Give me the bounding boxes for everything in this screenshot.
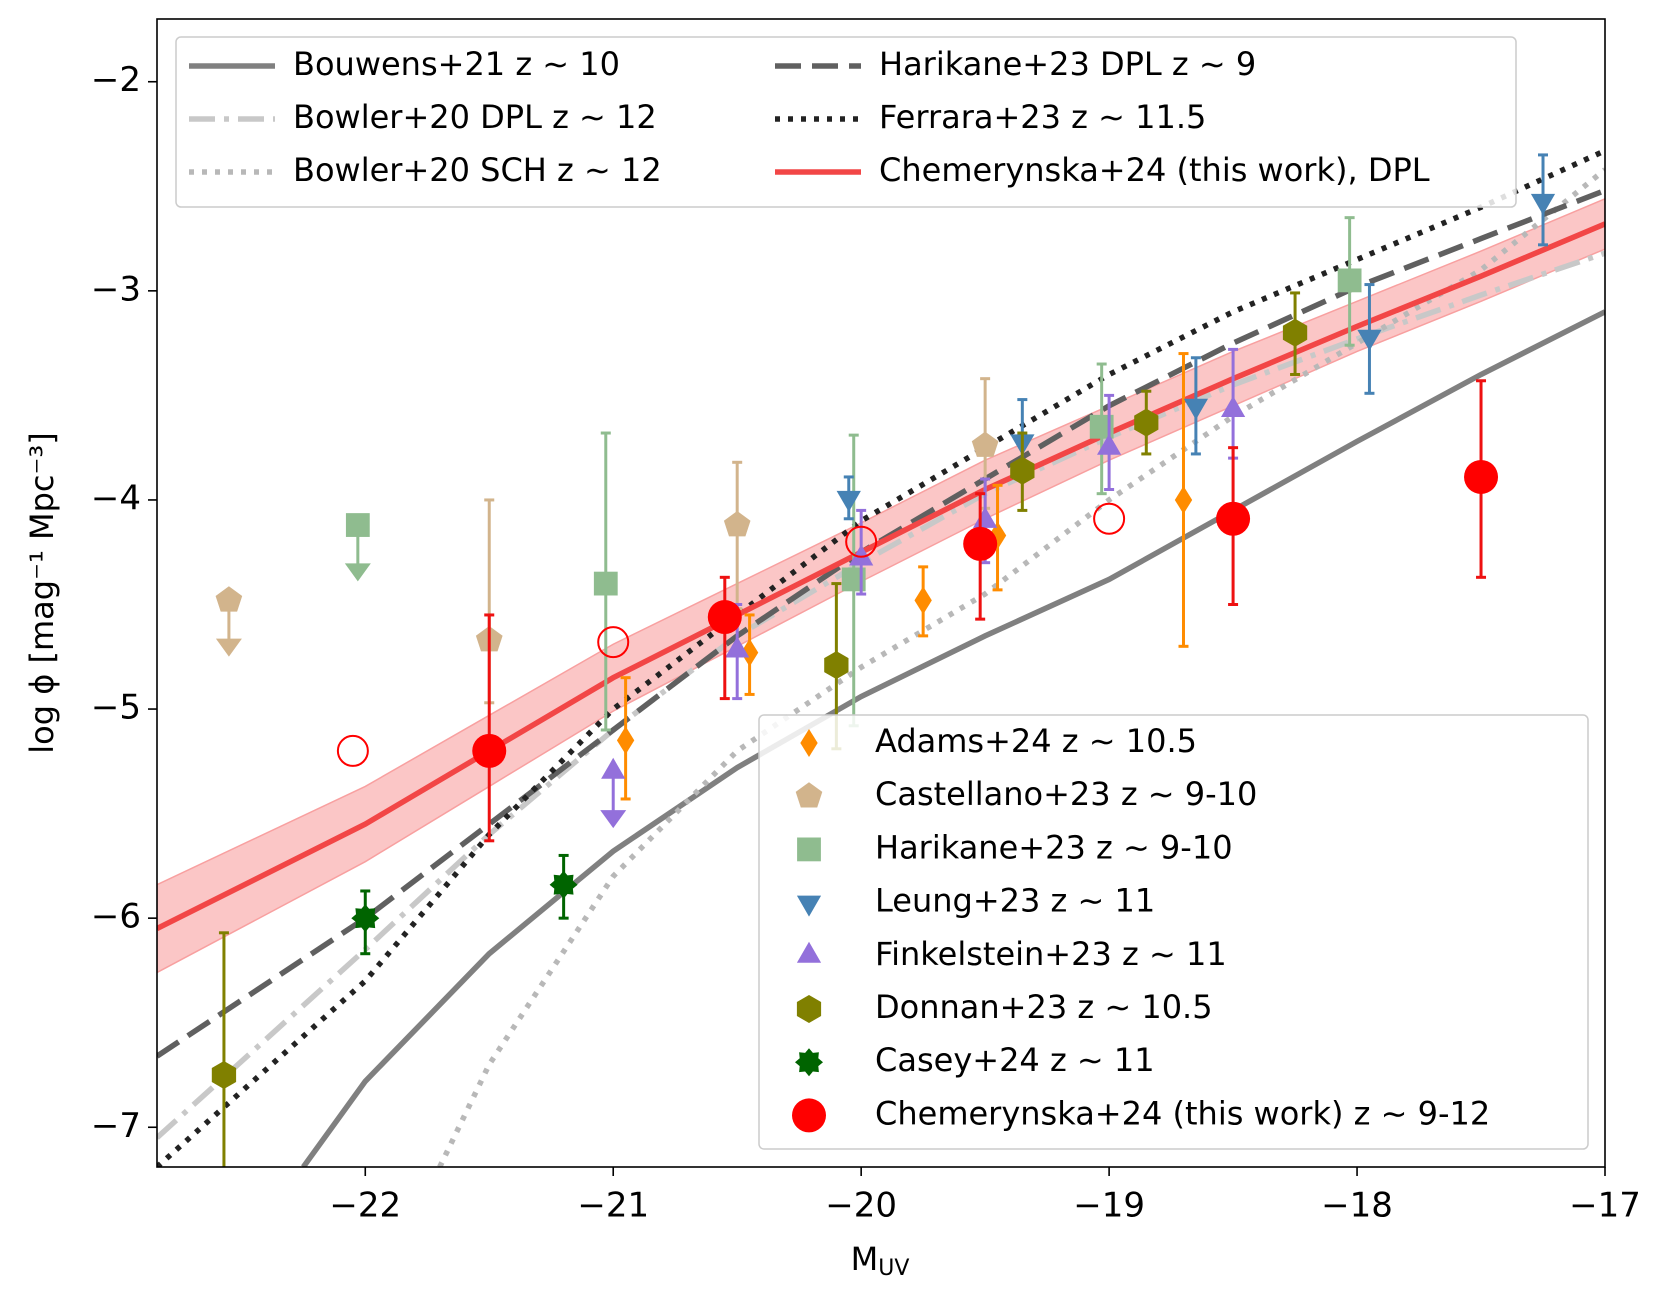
diamond-marker (988, 521, 1007, 550)
x-axis-label: MUV (851, 1240, 910, 1281)
model-legend-box (175, 36, 1517, 208)
flower-marker (351, 904, 380, 933)
square-marker (1337, 268, 1362, 293)
triangle-up-marker (849, 544, 874, 566)
square-marker (593, 571, 618, 596)
pentagon-marker (215, 586, 243, 612)
legend-label: Chemerynska+24 (this work) z ∼ 9-12 (875, 1094, 1490, 1132)
triangle-up-marker (601, 757, 626, 779)
circle-marker (792, 1098, 826, 1133)
circle-marker (1464, 459, 1499, 494)
y-tick-label: −6 (91, 897, 141, 937)
y-tick-label: −2 (91, 60, 141, 100)
hexagon-marker (1010, 456, 1035, 485)
upper-limit-arrowhead (215, 638, 242, 657)
legend-label: Finkelstein+23 z ∼ 11 (875, 935, 1227, 973)
triangle-down-marker (796, 895, 822, 917)
x-tick-label: −18 (1321, 1186, 1393, 1226)
x-label-main: M (851, 1240, 879, 1278)
legend-label: Bouwens+21 z ∼ 10 (293, 45, 620, 83)
pentagon-marker (971, 431, 999, 457)
hexagon-marker (1134, 408, 1159, 437)
hexagon-marker (796, 995, 822, 1023)
hexagon-marker (211, 1061, 237, 1089)
legend-label: Adams+24 z ∼ 10.5 (875, 722, 1197, 760)
pentagon-marker (723, 511, 751, 537)
legend-label: Bowler+20 SCH z ∼ 12 (293, 151, 662, 189)
hexagon-marker (1282, 318, 1308, 347)
legend-label: Castellano+23 z ∼ 9-10 (875, 775, 1257, 813)
model-line (301, 309, 1605, 1167)
circle-marker (472, 733, 507, 768)
upper-limit-arrowhead (600, 810, 627, 829)
diamond-marker (800, 729, 818, 757)
circle-marker (963, 526, 998, 561)
triangle-down-marker (1183, 398, 1208, 420)
diamond-marker (740, 638, 759, 667)
model-line (157, 148, 1605, 1167)
square-marker (797, 837, 821, 862)
legend-label: Bowler+20 DPL z ∼ 12 (293, 98, 657, 136)
upper-limit-arrowhead (344, 563, 371, 582)
legend-label: Donnan+23 z ∼ 10.5 (875, 988, 1213, 1026)
x-tick-label: −20 (825, 1186, 897, 1226)
open-circle-marker (845, 525, 878, 558)
square-marker (345, 513, 370, 537)
data-legend-box (758, 714, 1589, 1150)
diamond-marker (616, 726, 635, 755)
model-line (437, 167, 1605, 1167)
circle-marker (707, 600, 742, 635)
x-tick-label: −19 (1073, 1186, 1145, 1226)
triangle-up-marker (725, 636, 750, 658)
y-tick-label: −5 (91, 688, 141, 728)
legend-label: Harikane+23 DPL z ∼ 9 (879, 45, 1256, 83)
triangle-down-marker (1357, 329, 1382, 351)
open-circle-marker (597, 626, 630, 659)
model-line (157, 221, 1605, 932)
open-circle-marker (1093, 502, 1126, 535)
x-tick-label: −17 (1569, 1186, 1641, 1226)
legend-label: Leung+23 z ∼ 11 (875, 882, 1155, 920)
y-tick-label: −3 (91, 269, 141, 309)
triangle-up-marker (1097, 433, 1122, 455)
plot-area (157, 148, 1605, 1167)
triangle-down-marker (1530, 193, 1556, 215)
diamond-marker (914, 586, 932, 615)
legend-label: Harikane+23 z ∼ 9-10 (875, 828, 1233, 866)
circle-marker (1216, 501, 1251, 536)
y-axis-label: log ϕ [mag⁻¹ Mpc⁻³] (23, 432, 61, 753)
pentagon-marker (795, 782, 823, 808)
open-circle-marker (336, 734, 369, 767)
triangle-up-marker (796, 941, 822, 963)
diamond-marker (1174, 485, 1193, 514)
legend-label: Ferrara+23 z ∼ 11.5 (879, 98, 1206, 136)
x-tick-label: −22 (329, 1186, 401, 1226)
x-tick-label: −21 (577, 1186, 649, 1226)
flower-marker (549, 870, 578, 899)
axes-frame (156, 18, 1606, 1168)
legend-label: Casey+24 z ∼ 11 (875, 1041, 1155, 1079)
flower-marker (795, 1048, 823, 1077)
y-tick-label: −7 (91, 1106, 141, 1146)
model-line (157, 187, 1605, 1059)
legend-label: Chemerynska+24 (this work), DPL (879, 151, 1430, 189)
triangle-down-marker (836, 490, 861, 512)
triangle-up-marker (1221, 396, 1246, 417)
x-label-sub: UV (878, 1256, 909, 1281)
hexagon-marker (824, 651, 849, 680)
y-tick-label: −4 (91, 478, 141, 518)
